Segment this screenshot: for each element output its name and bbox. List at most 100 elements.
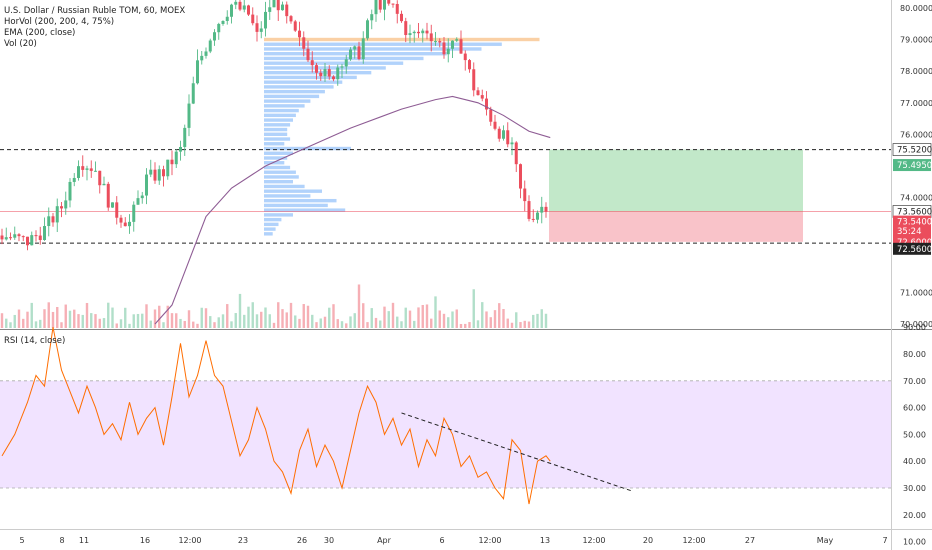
candle-body: [387, 0, 391, 4]
candle-body: [119, 217, 123, 223]
candle-body: [523, 188, 527, 202]
candle-body: [370, 14, 374, 21]
price-tick-label: 71.0000: [900, 288, 932, 297]
candle-body: [531, 218, 535, 220]
candle-body: [276, 0, 280, 11]
candle-body: [514, 142, 518, 165]
candle-body: [94, 170, 97, 172]
candle-body: [111, 202, 114, 208]
volume-bar: [281, 309, 284, 328]
volume-bar: [408, 310, 412, 328]
volume-bar: [111, 307, 114, 328]
candle-body: [170, 159, 174, 165]
volume-bar: [455, 309, 458, 328]
candle-body: [106, 183, 110, 208]
volume-bar: [366, 322, 369, 328]
volume-bar: [336, 319, 339, 328]
time-tick-label: 12:00: [582, 536, 605, 545]
volume-bar: [396, 316, 399, 328]
candle-body: [472, 69, 476, 91]
candle-body: [85, 168, 89, 170]
volume-profile-bar: [264, 208, 346, 212]
candle-body: [132, 204, 136, 222]
rsi-line: [1, 327, 551, 505]
volume-bar: [387, 311, 390, 328]
candle-body: [327, 69, 331, 77]
volume-profile-bar: [264, 151, 293, 155]
volume-bar: [481, 302, 484, 328]
volume-bar: [362, 303, 365, 328]
volume-bar: [217, 317, 220, 328]
volume-profile-bar: [264, 232, 273, 236]
candle-body: [21, 236, 25, 238]
volume-bar: [319, 318, 322, 328]
candle-body: [463, 53, 467, 61]
volume-bar: [353, 313, 356, 328]
volume-bar: [68, 310, 72, 328]
volume-bar: [43, 309, 46, 328]
candle-body: [412, 31, 416, 34]
candle-body: [383, 0, 386, 10]
candle-body: [234, 1, 238, 5]
volume-bar: [357, 284, 361, 328]
volume-bar: [47, 302, 50, 328]
time-tick-label: 27: [745, 536, 755, 545]
volume-bar: [64, 304, 67, 328]
volume-bar: [464, 323, 467, 328]
volume-profile-bar: [264, 123, 291, 127]
volume-bar: [459, 323, 463, 328]
volume-bar: [192, 321, 195, 328]
rsi-tick-label: 40.00: [903, 457, 926, 466]
volume-bar: [328, 307, 331, 328]
time-tick-label: 13: [540, 536, 550, 545]
price-tag-label: 75.4950: [897, 161, 932, 171]
volume-profile-bar: [264, 213, 293, 217]
volume-bar: [153, 309, 157, 328]
time-tick-label: 26: [297, 536, 307, 545]
rsi-tick-label: 10.00: [903, 538, 926, 547]
volume-bar: [5, 318, 8, 328]
volume-bar: [332, 304, 335, 328]
candle-body: [30, 235, 34, 246]
candle-body: [455, 39, 459, 41]
volume-profile-bar: [264, 189, 322, 193]
candle-body: [208, 40, 212, 52]
volume-profile-bar: [264, 108, 299, 113]
volume-bar: [94, 314, 97, 328]
candle-body: [13, 234, 17, 238]
volume-profile-bar: [264, 80, 343, 84]
volume-bar: [417, 307, 420, 328]
candle-body: [540, 206, 544, 213]
candle-body: [281, 4, 284, 11]
volume-bar: [179, 318, 182, 328]
volume-profile-bar: [264, 175, 299, 179]
volume-bar: [136, 313, 140, 328]
candle-body: [293, 21, 297, 31]
volume-bar: [425, 304, 429, 328]
volume-bar: [98, 318, 101, 328]
price-tag-label: 73.5400: [897, 218, 932, 228]
volume-bar: [255, 314, 259, 328]
candle-body: [47, 216, 51, 227]
volume-profile-bar: [264, 56, 424, 61]
candle-body: [17, 234, 21, 237]
candle-body: [480, 95, 484, 99]
candle-body: [425, 30, 429, 34]
candle-body: [497, 128, 501, 139]
volume-bar: [238, 293, 242, 328]
candle-body: [149, 169, 153, 175]
price-tag: [893, 159, 931, 172]
volume-bar: [39, 319, 42, 328]
volume-bar: [302, 304, 305, 328]
volume-bar: [379, 320, 382, 328]
price-tick-label: 76.0000: [900, 130, 932, 139]
volume-profile-bar: [264, 89, 325, 94]
candle-body: [38, 235, 42, 240]
candle-body: [102, 183, 106, 186]
volume-bar: [430, 318, 433, 328]
price-tag: [893, 215, 931, 228]
candle-body: [323, 69, 327, 77]
volume-bar: [451, 311, 454, 328]
volume-bar: [102, 318, 106, 328]
